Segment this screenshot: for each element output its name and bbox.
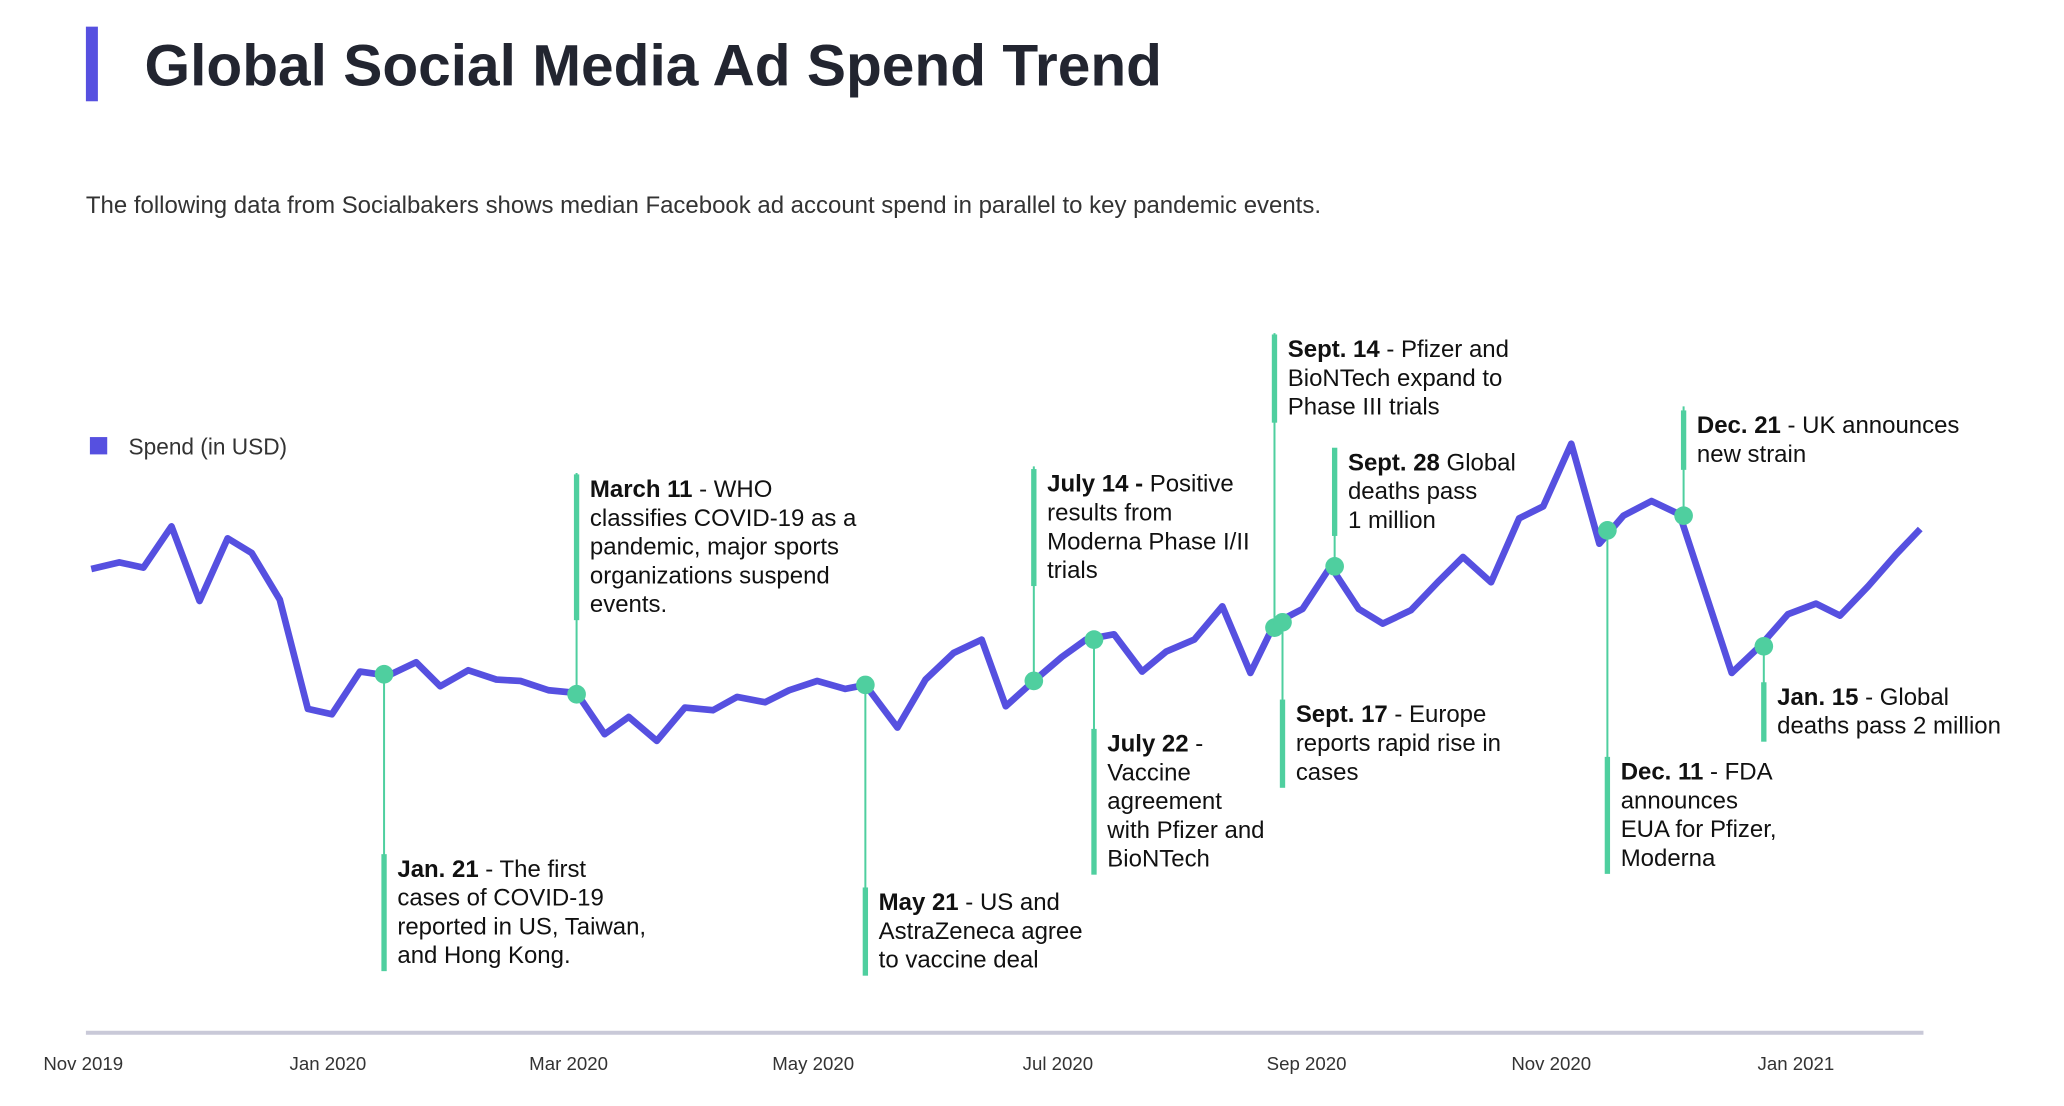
annotation-marker bbox=[1754, 636, 1774, 656]
annotation-line: - bbox=[1189, 731, 1204, 758]
annotation-bar bbox=[1031, 469, 1037, 587]
annotation-marker bbox=[856, 675, 875, 695]
annotation-line: events. bbox=[590, 591, 667, 618]
x-tick-label: Nov 2019 bbox=[43, 1053, 123, 1074]
annotation-marker bbox=[374, 664, 394, 684]
spend-line bbox=[90, 440, 1923, 745]
annotation-line: - WHO bbox=[693, 476, 773, 503]
annotation-line: and Hong Kong. bbox=[397, 942, 570, 969]
annotation-marker bbox=[1674, 506, 1693, 526]
annotation-line: reported in US, Taiwan, bbox=[397, 913, 646, 940]
annotation-text: Sept. 17 - Europe reports rapid rise in ca… bbox=[1296, 701, 1501, 786]
annotation-line: deaths pass 2 million bbox=[1777, 713, 2001, 740]
annotation-line: - Pfizer and bbox=[1380, 336, 1509, 363]
annotation-line: - FDA bbox=[1703, 759, 1772, 786]
annotation-line: Positive bbox=[1143, 471, 1234, 498]
annotation-text: Sept. 14 - Pfizer and BioNTech expand to P… bbox=[1288, 336, 1509, 421]
annotation-line: trials bbox=[1047, 557, 1098, 584]
x-tick-label: Jan 2021 bbox=[1758, 1053, 1835, 1074]
legend-swatch bbox=[89, 437, 108, 455]
annotation-line: - Europe bbox=[1388, 701, 1487, 728]
x-tick-label: May 2020 bbox=[772, 1053, 854, 1074]
annotation-line: 1 million bbox=[1348, 507, 1436, 534]
annotation-line: Global bbox=[1440, 449, 1516, 476]
annotation-line: - The first bbox=[479, 856, 587, 883]
annotation-line: Moderna bbox=[1621, 845, 1716, 872]
annotation-text: Jan. 21 - The first cases of COVID-19 repo… bbox=[397, 856, 646, 969]
annotation-text: May 21 - US and AstraZeneca agree to vacci… bbox=[879, 889, 1083, 974]
annotation-marker bbox=[1024, 671, 1044, 691]
annotation-marker bbox=[1325, 556, 1344, 576]
annotation-line: classifies COVID-19 as a bbox=[590, 505, 857, 532]
annotation-date: Dec. 21 bbox=[1697, 412, 1781, 439]
x-tick-label: Sep 2020 bbox=[1267, 1053, 1347, 1074]
annotation-line: - UK announces bbox=[1781, 412, 1960, 439]
chart-subtitle: The following data from Socialbakers sho… bbox=[86, 192, 1321, 219]
annotation-date: July 14 - bbox=[1047, 471, 1143, 498]
annotation-bar bbox=[381, 854, 387, 972]
annotation-line: to vaccine deal bbox=[879, 947, 1039, 974]
annotation-marker bbox=[567, 684, 586, 704]
x-tick-label: Mar 2020 bbox=[529, 1053, 608, 1074]
annotation-text: Dec. 21 - UK announces new strain bbox=[1697, 412, 1960, 468]
annotation-line: cases of COVID-19 bbox=[397, 885, 603, 912]
annotation-date: July 22 bbox=[1107, 731, 1188, 758]
annotation-date: Sept. 14 bbox=[1288, 336, 1381, 363]
annotation-date: Sept. 28 bbox=[1348, 449, 1440, 476]
title-accent bbox=[85, 26, 98, 102]
annotation-marker bbox=[1084, 630, 1104, 649]
annotation-line: Phase III trials bbox=[1288, 394, 1440, 421]
annotation-bar bbox=[1761, 682, 1767, 742]
annotation-line: deaths pass bbox=[1348, 478, 1477, 505]
annotation-line: Moderna Phase I/II bbox=[1047, 528, 1250, 555]
annotation-date: March 11 bbox=[590, 476, 693, 503]
annotation-date: May 21 bbox=[879, 889, 959, 916]
annotation-text: March 11 - WHO classifies COVID-19 as a pa… bbox=[590, 476, 857, 618]
annotation-line: agreement bbox=[1107, 788, 1222, 815]
x-tick-label: Jul 2020 bbox=[1023, 1053, 1093, 1074]
annotation-line: Vaccine bbox=[1107, 759, 1191, 786]
annotation-line: organizations suspend bbox=[590, 562, 830, 589]
annotation-bar bbox=[862, 887, 869, 976]
x-tick-label: Nov 2020 bbox=[1511, 1053, 1591, 1074]
annotation-date: Sept. 17 bbox=[1296, 701, 1388, 728]
annotation-line: cases bbox=[1296, 759, 1359, 786]
annotation-line: results from bbox=[1047, 499, 1172, 526]
annotation-bar bbox=[1680, 410, 1687, 470]
annotation-date: Dec. 11 bbox=[1621, 759, 1704, 786]
legend-label: Spend (in USD) bbox=[129, 433, 288, 459]
annotation-marker bbox=[1598, 521, 1617, 540]
annotation-line: - Global bbox=[1858, 684, 1949, 711]
annotation-line: with Pfizer and bbox=[1106, 817, 1264, 844]
annotation-line: pandemic, major sports bbox=[590, 534, 839, 561]
annotation-bar bbox=[1604, 756, 1611, 874]
annotation-text: Dec. 11 - FDA announces EUA for Pfizer, Mod… bbox=[1621, 759, 1777, 872]
x-tick-label: Jan 2020 bbox=[290, 1053, 367, 1074]
annotation-line: BioNTech expand to bbox=[1288, 365, 1503, 392]
annotation-line: reports rapid rise in bbox=[1296, 730, 1501, 757]
annotation-bar bbox=[1331, 447, 1338, 536]
annotation-text: Sept. 28 Global deaths pass 1 million bbox=[1348, 449, 1516, 534]
annotation-line: EUA for Pfizer, bbox=[1621, 816, 1777, 843]
annotation-line: - US and bbox=[959, 889, 1060, 916]
annotation-line: AstraZeneca agree bbox=[879, 918, 1083, 945]
annotation-bar bbox=[1271, 334, 1278, 423]
annotation-line: announces bbox=[1621, 787, 1738, 814]
annotation-bar bbox=[1279, 699, 1286, 788]
annotation-bar bbox=[573, 474, 580, 621]
annotation-bar bbox=[1091, 728, 1097, 875]
annotation-date: Jan. 21 bbox=[397, 856, 478, 883]
chart-title: Global Social Media Ad Spend Trend bbox=[145, 33, 1162, 98]
annotation-text: Jan. 15 - Global deaths pass 2 million bbox=[1777, 684, 2001, 740]
annotation-line: BioNTech bbox=[1107, 846, 1210, 873]
annotation-line: new strain bbox=[1697, 441, 1806, 468]
annotation-marker bbox=[1273, 612, 1292, 632]
annotation-date: Jan. 15 bbox=[1777, 684, 1858, 711]
annotation-text: July 22 -Vaccine agreement with Pfizer and… bbox=[1106, 731, 1264, 873]
annotation-text: July 14 - Positive results from Moderna Ph… bbox=[1047, 471, 1250, 584]
